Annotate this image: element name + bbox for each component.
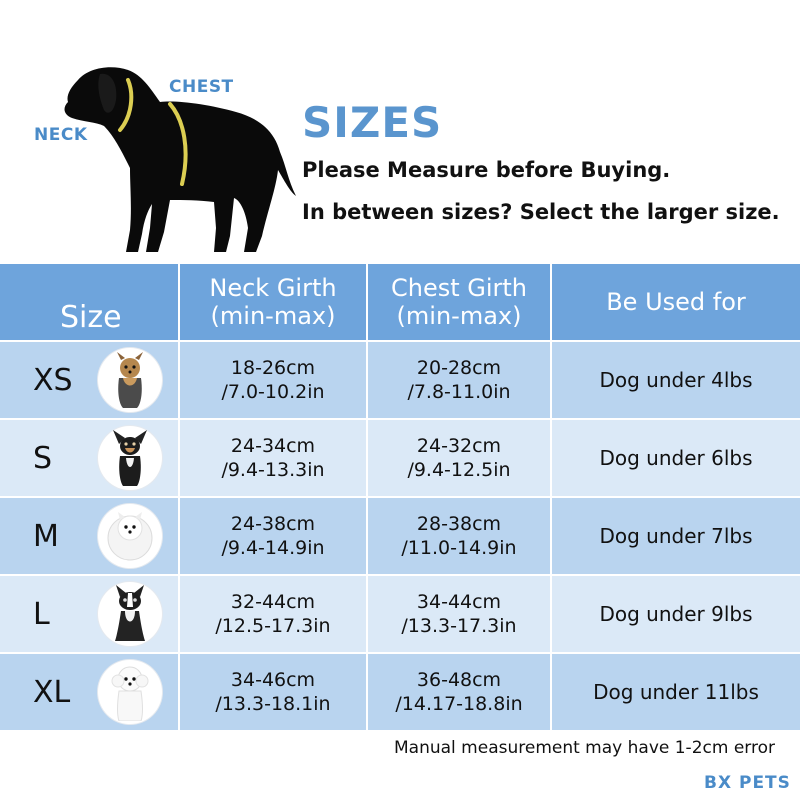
size-cell: XL (0, 654, 178, 730)
chest-label: CHEST (169, 77, 234, 97)
size-code: XL (33, 674, 71, 710)
table-row: S 24-34cm /9.4-13.3in 24-32cm (0, 418, 800, 496)
header-neck-line2: (min-max) (210, 302, 336, 330)
used-for-text: Dog under 4lbs (599, 368, 753, 392)
poodle-icon (98, 660, 162, 724)
neck-in: /9.4-14.9in (221, 537, 325, 559)
used-for-cell: Dog under 4lbs (550, 342, 800, 418)
neck-girth-cell: 24-34cm /9.4-13.3in (178, 420, 366, 496)
neck-girth-cell: 32-44cm /12.5-17.3in (178, 576, 366, 652)
chest-cm: 34-44cm (416, 591, 502, 613)
neck-girth-cell: 24-38cm /9.4-14.9in (178, 498, 366, 574)
neck-cm: 34-46cm (230, 669, 316, 691)
chest-cm: 36-48cm (416, 669, 502, 691)
chest-girth-cell: 24-32cm /9.4-12.5in (366, 420, 550, 496)
chest-in: /9.4-12.5in (407, 459, 511, 481)
chihuahua-icon (98, 426, 162, 490)
used-for-cell: Dog under 7lbs (550, 498, 800, 574)
neck-in: /13.3-18.1in (215, 693, 331, 715)
size-code: L (33, 596, 50, 632)
neck-in: /9.4-13.3in (221, 459, 325, 481)
size-cell: L (0, 576, 178, 652)
size-cell: S (0, 420, 178, 496)
chest-cm: 20-28cm (416, 357, 502, 379)
table-row: L 32-44cm /12.5-17.3in 34-44cm (0, 574, 800, 652)
size-code: S (33, 440, 53, 476)
used-for-text: Dog under 7lbs (599, 524, 753, 548)
neck-cm: 24-34cm (230, 435, 316, 457)
size-cell: M (0, 498, 178, 574)
neck-in: /12.5-17.3in (215, 615, 331, 637)
chest-in: /13.3-17.3in (401, 615, 517, 637)
neck-in: /7.0-10.2in (221, 381, 325, 403)
header-neck-girth: Neck Girth (min-max) (178, 264, 366, 340)
header-size: Size (0, 264, 178, 340)
header-chest-girth: Chest Girth (min-max) (366, 264, 550, 340)
measure-note: Please Measure before Buying. (302, 158, 671, 182)
header-chest-line2: (min-max) (396, 302, 522, 330)
measurement-footnote: Manual measurement may have 1-2cm error (394, 738, 775, 758)
pomeranian-icon (98, 504, 162, 568)
used-for-cell: Dog under 6lbs (550, 420, 800, 496)
chest-in: /11.0-14.9in (401, 537, 517, 559)
header-used-for-label: Be Used for (606, 288, 746, 316)
page-title: SIZES (302, 98, 443, 147)
neck-girth-cell: 18-26cm /7.0-10.2in (178, 342, 366, 418)
chest-girth-cell: 28-38cm /11.0-14.9in (366, 498, 550, 574)
chest-cm: 28-38cm (416, 513, 502, 535)
header-used-for: Be Used for (550, 264, 800, 340)
chest-cm: 24-32cm (416, 435, 502, 457)
neck-cm: 24-38cm (230, 513, 316, 535)
size-advice-note: In between sizes? Select the larger size… (302, 200, 780, 224)
chest-in: /14.17-18.8in (395, 693, 523, 715)
table-row: XL 34-46cm /13.3-18.1in 36-48c (0, 652, 800, 730)
header-neck-line1: Neck Girth (209, 274, 337, 302)
size-code: M (33, 518, 59, 554)
neck-girth-cell: 34-46cm /13.3-18.1in (178, 654, 366, 730)
size-code: XS (33, 362, 73, 398)
boston-terrier-icon (98, 582, 162, 646)
used-for-cell: Dog under 11lbs (550, 654, 800, 730)
chest-in: /7.8-11.0in (407, 381, 511, 403)
chest-girth-cell: 36-48cm /14.17-18.8in (366, 654, 550, 730)
used-for-text: Dog under 9lbs (599, 602, 753, 626)
yorkie-icon (98, 348, 162, 412)
table-header-row: Size Neck Girth (min-max) Chest Girth (m… (0, 264, 800, 340)
header-chest-line1: Chest Girth (390, 274, 528, 302)
size-cell: XS (0, 342, 178, 418)
table-row: XS 18-26cm /7.0-10.2in 20-28cm (0, 340, 800, 418)
table-row: M 24-38cm /9.4-14.9in 28-38cm /11.0 (0, 496, 800, 574)
header-size-label: Size (60, 299, 122, 335)
dog-silhouette-icon (58, 60, 298, 260)
used-for-cell: Dog under 9lbs (550, 576, 800, 652)
neck-label: NECK (34, 125, 88, 145)
used-for-text: Dog under 6lbs (599, 446, 753, 470)
size-table: Size Neck Girth (min-max) Chest Girth (m… (0, 264, 800, 730)
neck-cm: 32-44cm (230, 591, 316, 613)
chest-girth-cell: 20-28cm /7.8-11.0in (366, 342, 550, 418)
chest-girth-cell: 34-44cm /13.3-17.3in (366, 576, 550, 652)
brand-logo: BX PETS (704, 773, 791, 793)
neck-cm: 18-26cm (230, 357, 316, 379)
used-for-text: Dog under 11lbs (593, 680, 759, 704)
